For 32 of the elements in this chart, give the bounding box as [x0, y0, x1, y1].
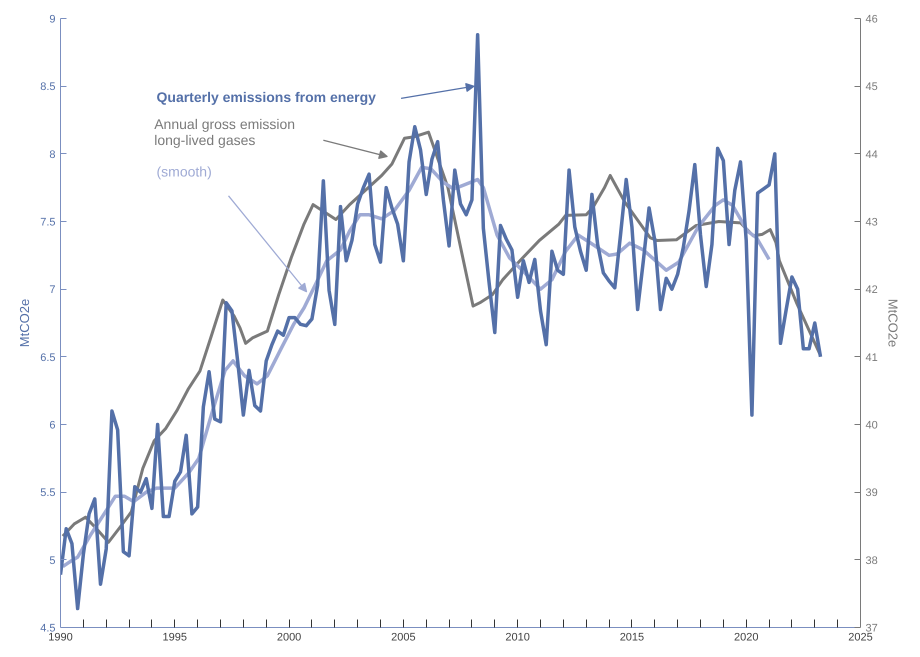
x-tick-label: 2010	[505, 632, 530, 644]
y-tick-label: 6.5	[40, 352, 56, 364]
y-tick-label: 8.5	[40, 81, 56, 94]
text: Quarterly emissions from energy	[156, 88, 376, 105]
y2-axis-title: MtCO2e	[886, 298, 901, 348]
y-tick-label: 7.5	[40, 216, 56, 228]
y2-tick-label: 41	[866, 352, 878, 364]
x-tick-label: 2020	[734, 632, 758, 644]
y2-tick-label: 38	[866, 554, 878, 567]
y2-tick-label: 39	[866, 487, 878, 500]
y-tick-label: 7	[49, 284, 56, 296]
x-tick-label: 2005	[391, 632, 416, 644]
y-tick-label: 5.5	[40, 487, 56, 500]
x-tick-label: 2015	[620, 632, 644, 644]
y-axis-title: MtCO2e	[17, 298, 32, 348]
x-tick-label: 2025	[848, 632, 873, 644]
y2-tick-label: 45	[866, 81, 878, 94]
y2-tick-label: 40	[866, 420, 878, 432]
text: Annual gross emission long-lived gases	[154, 116, 296, 148]
y2-tick-label: 43	[866, 216, 878, 228]
x-tick-label: 1990	[48, 632, 73, 644]
y2-tick-label: 42	[866, 284, 878, 296]
y-tick-label: 6	[49, 420, 56, 432]
y-tick-label: 8	[49, 148, 56, 161]
x-tick-label: 2000	[276, 632, 302, 644]
y2-tick-label: 46	[866, 14, 878, 26]
line-series	[60, 32, 822, 610]
x-tick-label: 1995	[162, 632, 188, 644]
y2-tick-label: 44	[866, 148, 878, 161]
text: (smooth)	[156, 163, 212, 180]
y-tick-label: 9	[49, 14, 56, 26]
y-tick-label: 5	[49, 554, 56, 567]
